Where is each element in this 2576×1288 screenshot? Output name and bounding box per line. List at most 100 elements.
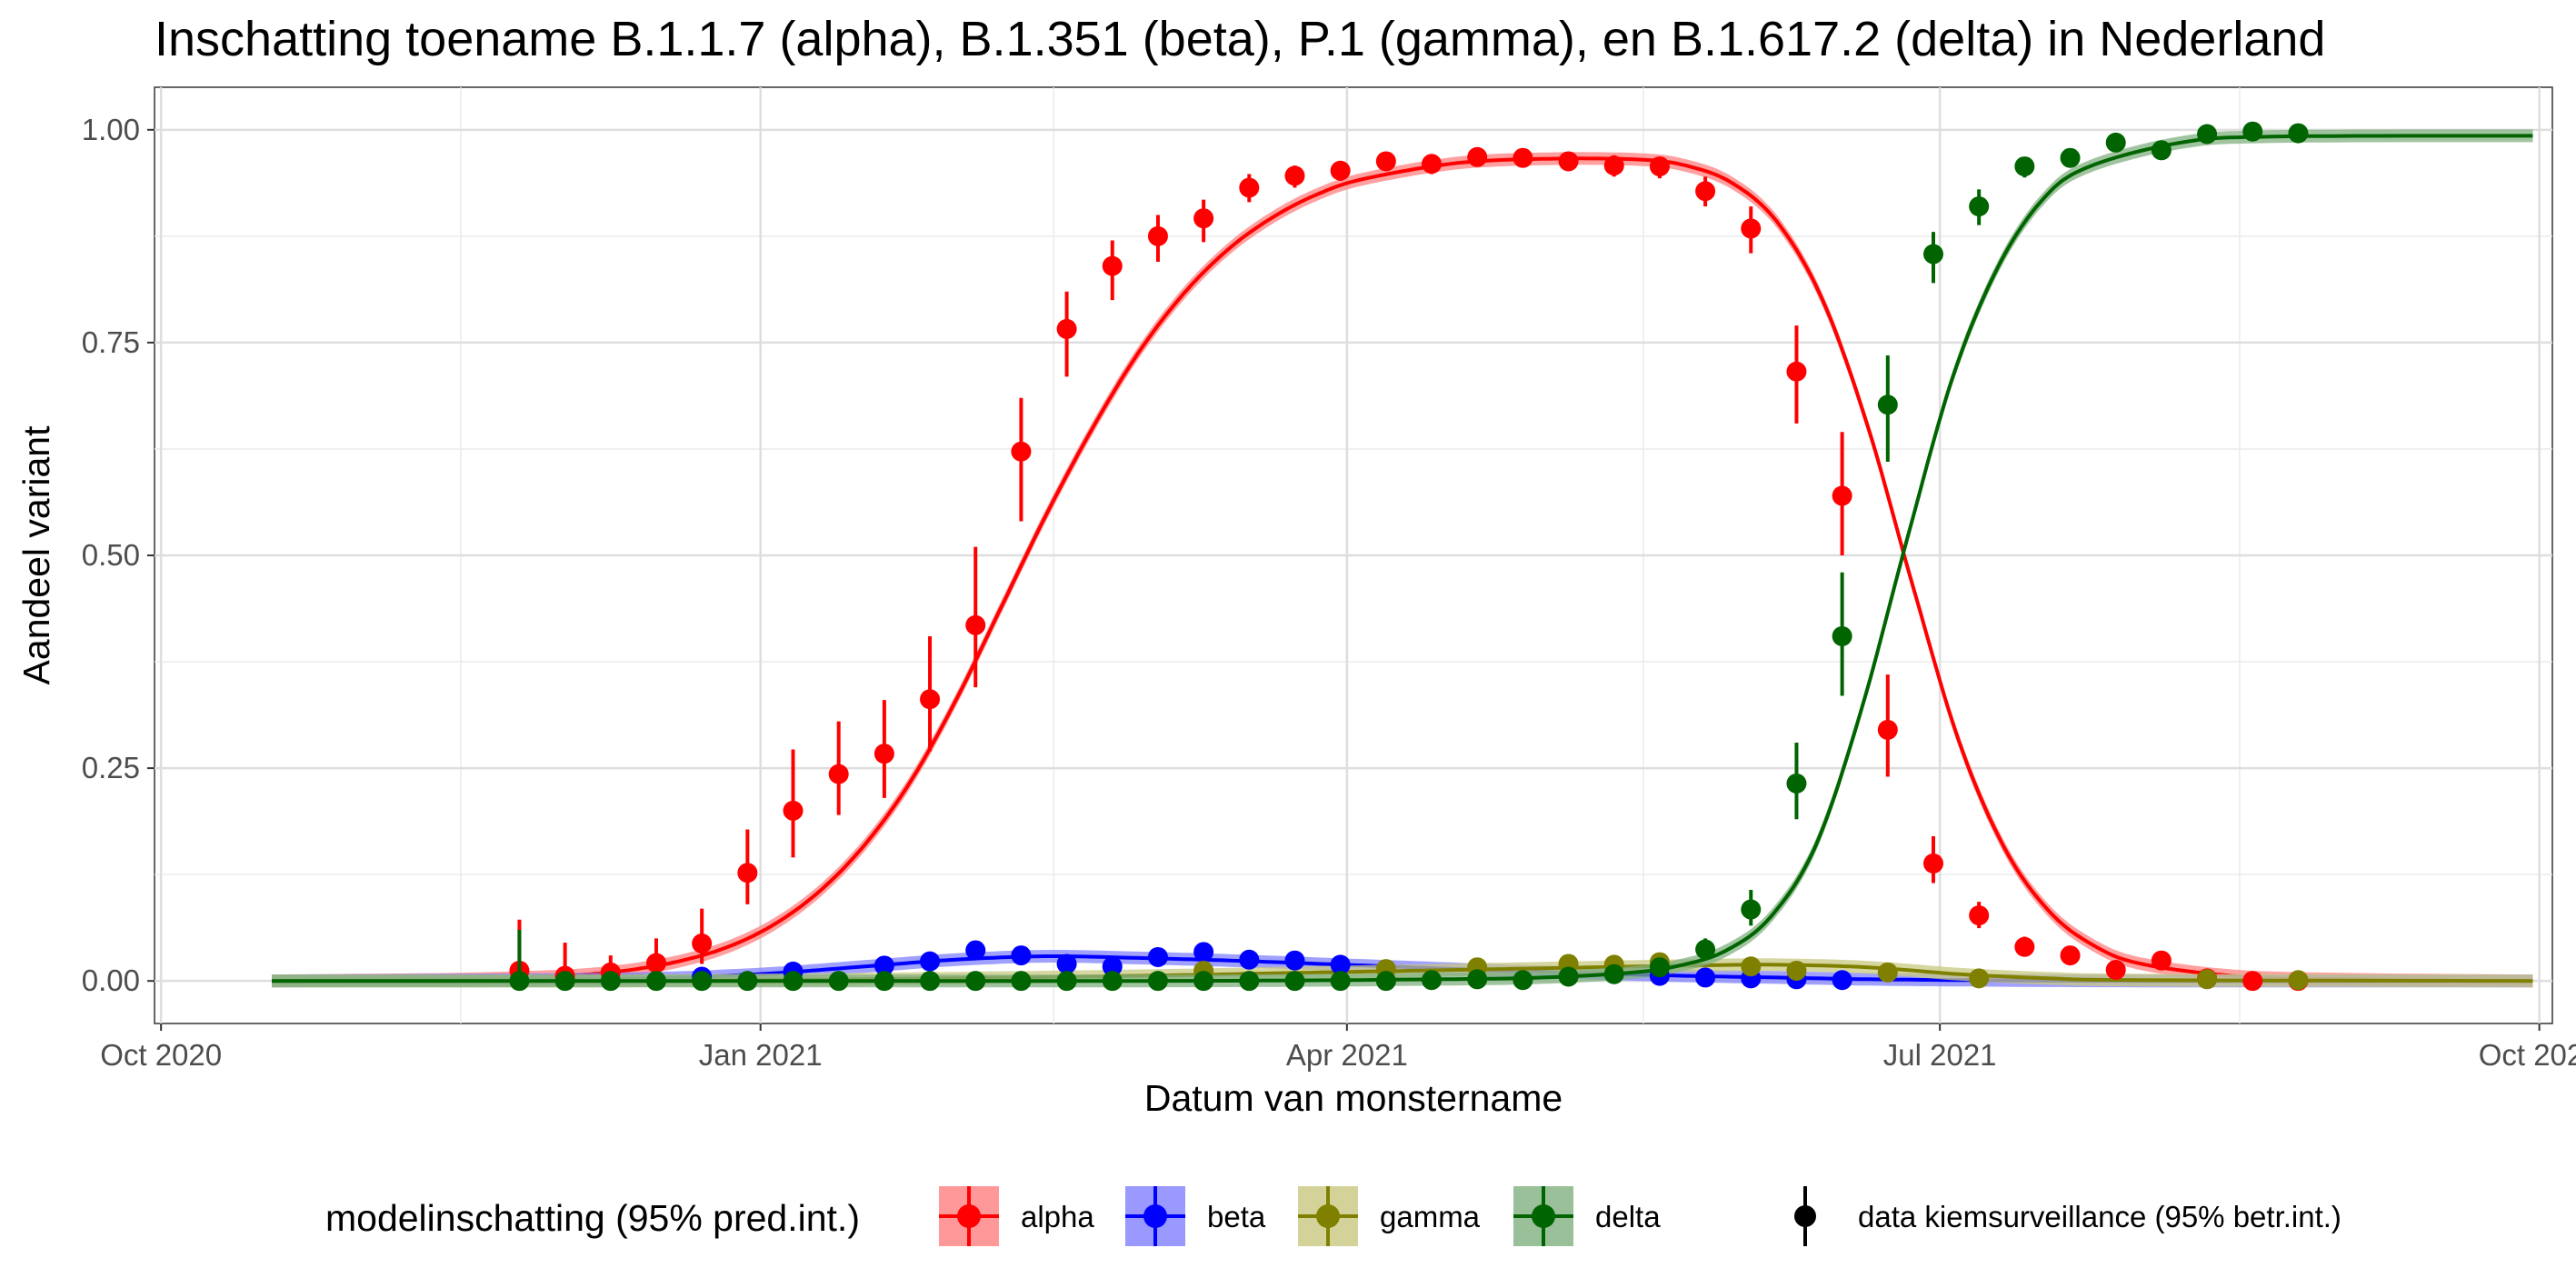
legend-label-beta: beta bbox=[1207, 1200, 1266, 1233]
delta-data-point bbox=[1239, 971, 1260, 992]
delta-data-point bbox=[874, 971, 894, 992]
x-tick-label: Oct 2021 bbox=[2479, 1038, 2576, 1072]
alpha-data-point bbox=[1603, 155, 1624, 176]
beta-data-point bbox=[1011, 945, 1032, 966]
delta-data-point bbox=[1193, 971, 1214, 992]
alpha-data-point bbox=[1922, 853, 1943, 874]
x-axis: Oct 2020 Jan 2021 Apr 2021 Jul 2021 Oct 2021 bbox=[100, 1023, 2576, 1072]
y-axis-title: Aandeel variant bbox=[15, 425, 57, 685]
alpha-data-point bbox=[1649, 156, 1670, 177]
alpha-data-point bbox=[645, 953, 666, 973]
legend-key-beta-point bbox=[1143, 1204, 1167, 1228]
x-tick-label: Apr 2021 bbox=[1286, 1038, 1408, 1072]
legend-key-data bbox=[1794, 1186, 1816, 1246]
delta-data-point bbox=[1922, 244, 1943, 265]
delta-data-point bbox=[737, 971, 758, 992]
delta-data-point bbox=[1284, 971, 1305, 992]
beta-data-point bbox=[920, 951, 941, 972]
alpha-data-point bbox=[1330, 160, 1351, 181]
beta-data-point bbox=[1695, 967, 1716, 988]
delta-data-point bbox=[1422, 970, 1443, 991]
beta-data-point bbox=[1239, 949, 1260, 970]
legend-title: modelinschatting (95% pred.int.) bbox=[325, 1197, 860, 1239]
delta-data-point bbox=[509, 971, 530, 992]
alpha-data-point bbox=[1558, 151, 1579, 172]
delta-data-point bbox=[1603, 964, 1624, 984]
delta-data-point bbox=[1969, 196, 1990, 217]
gamma-data-point bbox=[1877, 962, 1898, 983]
delta-data-point bbox=[1741, 899, 1762, 920]
alpha-data-point bbox=[1832, 485, 1852, 506]
legend: modelinschatting (95% pred.int.) alpha be… bbox=[325, 1186, 2341, 1246]
delta-data-point bbox=[1011, 971, 1032, 992]
delta-data-point bbox=[1558, 966, 1579, 987]
x-tick-label: Jul 2021 bbox=[1883, 1038, 1997, 1072]
y-tick-label: 1.00 bbox=[82, 113, 140, 146]
delta-data-point bbox=[1877, 394, 1898, 415]
delta-data-point bbox=[965, 971, 986, 992]
alpha-data-point bbox=[1422, 154, 1443, 175]
alpha-data-point bbox=[2151, 950, 2172, 971]
legend-label-data: data kiemsurveillance (95% betr.int.) bbox=[1858, 1200, 2341, 1233]
delta-data-point bbox=[1649, 957, 1670, 978]
delta-data-point bbox=[1786, 773, 1807, 794]
alpha-data-point bbox=[783, 800, 804, 821]
delta-data-point bbox=[1330, 971, 1351, 992]
alpha-data-point bbox=[1147, 225, 1168, 246]
legend-key-delta-point bbox=[1532, 1204, 1555, 1228]
alpha-data-point bbox=[874, 744, 894, 764]
alpha-data-point bbox=[1513, 147, 1533, 168]
alpha-data-point bbox=[1786, 361, 1807, 382]
beta-data-point bbox=[1193, 942, 1214, 963]
delta-data-point bbox=[1832, 625, 1852, 646]
alpha-data-point bbox=[828, 764, 849, 784]
beta-data-point bbox=[1102, 956, 1123, 977]
data-points bbox=[509, 121, 2309, 992]
alpha-data-point bbox=[1695, 181, 1716, 202]
legend-label-alpha: alpha bbox=[1021, 1200, 1094, 1233]
x-axis-title: Datum van monstername bbox=[1144, 1077, 1563, 1119]
delta-data-point bbox=[920, 971, 941, 992]
x-tick-label: Oct 2020 bbox=[100, 1038, 222, 1072]
y-axis: 0.00 0.25 0.50 0.75 1.00 bbox=[82, 113, 155, 997]
delta-data-point bbox=[2014, 156, 2035, 177]
beta-data-point bbox=[1284, 950, 1305, 971]
delta-data-point bbox=[1102, 971, 1123, 992]
alpha-data-point bbox=[1877, 719, 1898, 740]
beta-data-point bbox=[1832, 970, 1852, 991]
delta-data-point bbox=[554, 971, 575, 992]
alpha-data-point bbox=[1741, 218, 1762, 239]
gamma-data-point bbox=[1786, 960, 1807, 981]
beta-data-point bbox=[965, 940, 986, 961]
delta-data-point bbox=[828, 971, 849, 992]
delta-data-point bbox=[692, 971, 713, 992]
delta-data-point bbox=[1467, 969, 1488, 990]
alpha-data-point bbox=[1011, 441, 1032, 462]
delta-data-point bbox=[645, 971, 666, 992]
gamma-data-point bbox=[1969, 968, 1990, 989]
delta-data-point bbox=[783, 971, 804, 992]
alpha-data-point bbox=[920, 689, 941, 710]
y-tick-label: 0.50 bbox=[82, 538, 140, 572]
gamma-data-point bbox=[2197, 969, 2218, 990]
alpha-data-point bbox=[1193, 208, 1214, 229]
gamma-data-point bbox=[2288, 970, 2309, 991]
legend-label-delta: delta bbox=[1595, 1200, 1661, 1233]
alpha-data-point bbox=[1239, 177, 1260, 198]
alpha-data-point bbox=[1467, 146, 1488, 167]
delta-data-point bbox=[2197, 124, 2218, 145]
y-tick-label: 0.25 bbox=[82, 751, 140, 784]
legend-key-alpha-point bbox=[957, 1204, 981, 1228]
delta-data-point bbox=[1375, 971, 1396, 992]
alpha-data-point bbox=[692, 933, 713, 954]
beta-data-point bbox=[1147, 946, 1168, 967]
delta-data-point bbox=[2151, 140, 2172, 161]
alpha-data-point bbox=[1969, 905, 1990, 926]
alpha-data-point bbox=[737, 863, 758, 884]
delta-data-point bbox=[2242, 121, 2263, 142]
alpha-data-point bbox=[1375, 151, 1396, 172]
beta-data-point bbox=[874, 955, 894, 976]
alpha-data-point bbox=[1284, 165, 1305, 186]
beta-data-point bbox=[1056, 954, 1077, 974]
